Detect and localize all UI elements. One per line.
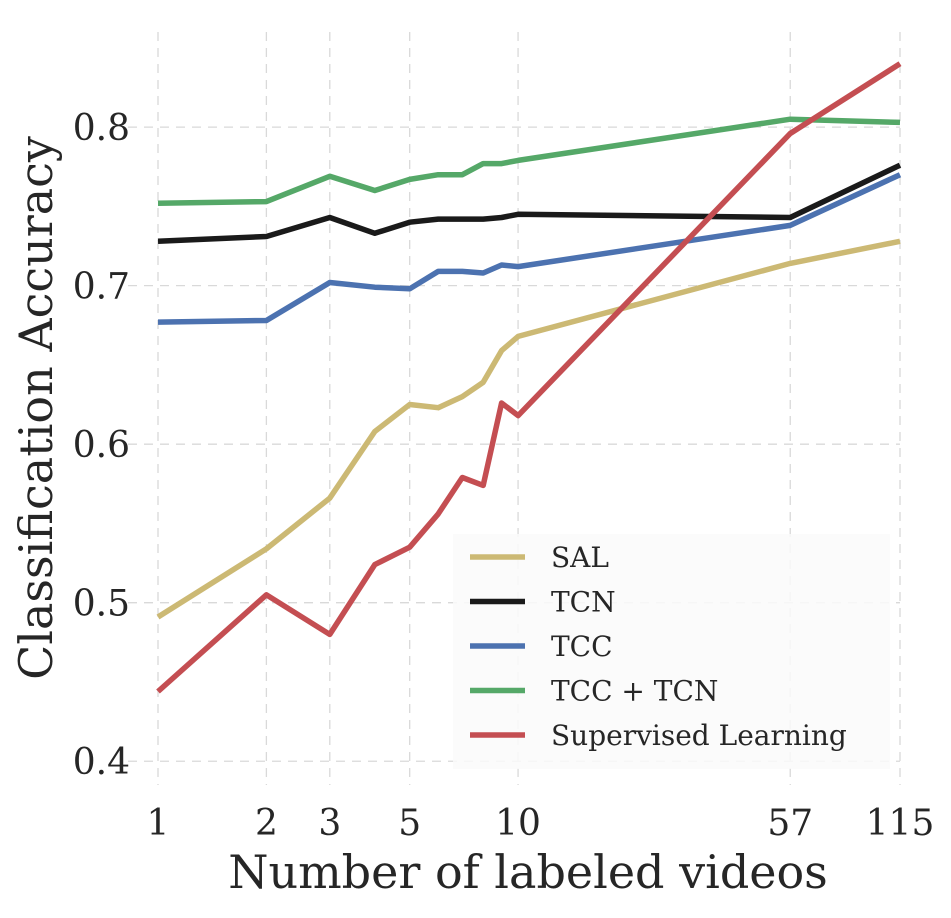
series-lines (156, 61, 902, 694)
y-tick-labels: 0.4 0.5 0.6 0.7 0.8 (73, 108, 130, 783)
series-line-tcc-tcn (157, 116, 901, 206)
series-line-tcn (157, 162, 902, 245)
x-tick-label: 5 (398, 803, 421, 844)
y-tick-label: 0.6 (73, 425, 130, 466)
y-tick-label: 0.5 (73, 584, 130, 625)
y-tick-label: 0.4 (73, 742, 130, 783)
x-tick-label: 1 (147, 803, 170, 844)
x-axis-title: Number of labeled videos (228, 845, 828, 899)
legend-label: TCC (551, 630, 613, 663)
legend-label: Supervised Learning (551, 719, 847, 752)
x-tick-label: 3 (318, 803, 341, 844)
y-axis-title: Classification Accuracy (9, 136, 63, 680)
x-tick-label: 10 (495, 803, 541, 844)
legend: SAL TCN TCC TCC + TCN Supervised Learning (453, 534, 890, 769)
legend-label: TCC + TCN (551, 675, 718, 708)
y-tick-label: 0.7 (73, 267, 130, 308)
legend-label: SAL (551, 541, 609, 574)
legend-box (453, 534, 890, 769)
series-line-tcc (157, 172, 902, 325)
series-line-sal (156, 238, 901, 620)
x-tick-label: 2 (255, 803, 278, 844)
legend-label: TCN (551, 586, 616, 619)
x-tick-labels: 1 2 3 5 10 57 115 (147, 803, 935, 844)
x-tick-label: 57 (767, 803, 813, 844)
series-line-supervised-learning (156, 61, 902, 694)
y-tick-label: 0.8 (73, 108, 130, 149)
x-tick-label: 115 (866, 803, 935, 844)
